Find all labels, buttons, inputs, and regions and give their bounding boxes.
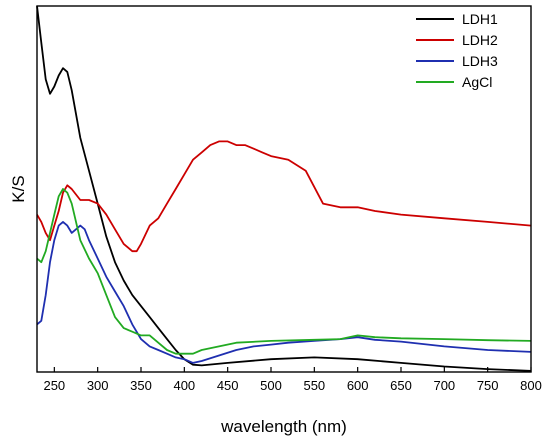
x-tick-label: 250 [43,378,65,393]
x-tick-label: 700 [433,378,455,393]
x-tick-label: 600 [347,378,369,393]
series-layer [36,5,532,372]
x-tick-label: 450 [217,378,239,393]
legend-label-agcl: AgCl [462,74,492,90]
x-tick-label: 500 [260,378,282,393]
x-tick-label: 650 [390,378,412,393]
x-axis-ticks: 250 300 350 400 450 500 550 600 650 700 750 800 [43,367,542,393]
x-tick-label: 400 [173,378,195,393]
legend-label-ldh1: LDH1 [462,11,498,27]
x-tick-label: 300 [87,378,109,393]
x-tick-label: 350 [130,378,152,393]
series-line-ldh2 [36,140,532,253]
x-tick-label: 750 [477,378,499,393]
y-axis-title: K/S [9,175,28,202]
series-line-ldh1 [36,5,532,372]
plot-frame [36,5,532,373]
legend: LDH1 LDH2 LDH3 AgCl [416,11,498,90]
x-tick-label: 800 [520,378,542,393]
x-tick-label: 550 [303,378,325,393]
legend-label-ldh3: LDH3 [462,53,498,69]
x-axis-title: wavelength (nm) [220,417,347,436]
series-line-agcl [36,188,532,355]
series-line-ldh3 [36,221,532,364]
legend-label-ldh2: LDH2 [462,32,498,48]
